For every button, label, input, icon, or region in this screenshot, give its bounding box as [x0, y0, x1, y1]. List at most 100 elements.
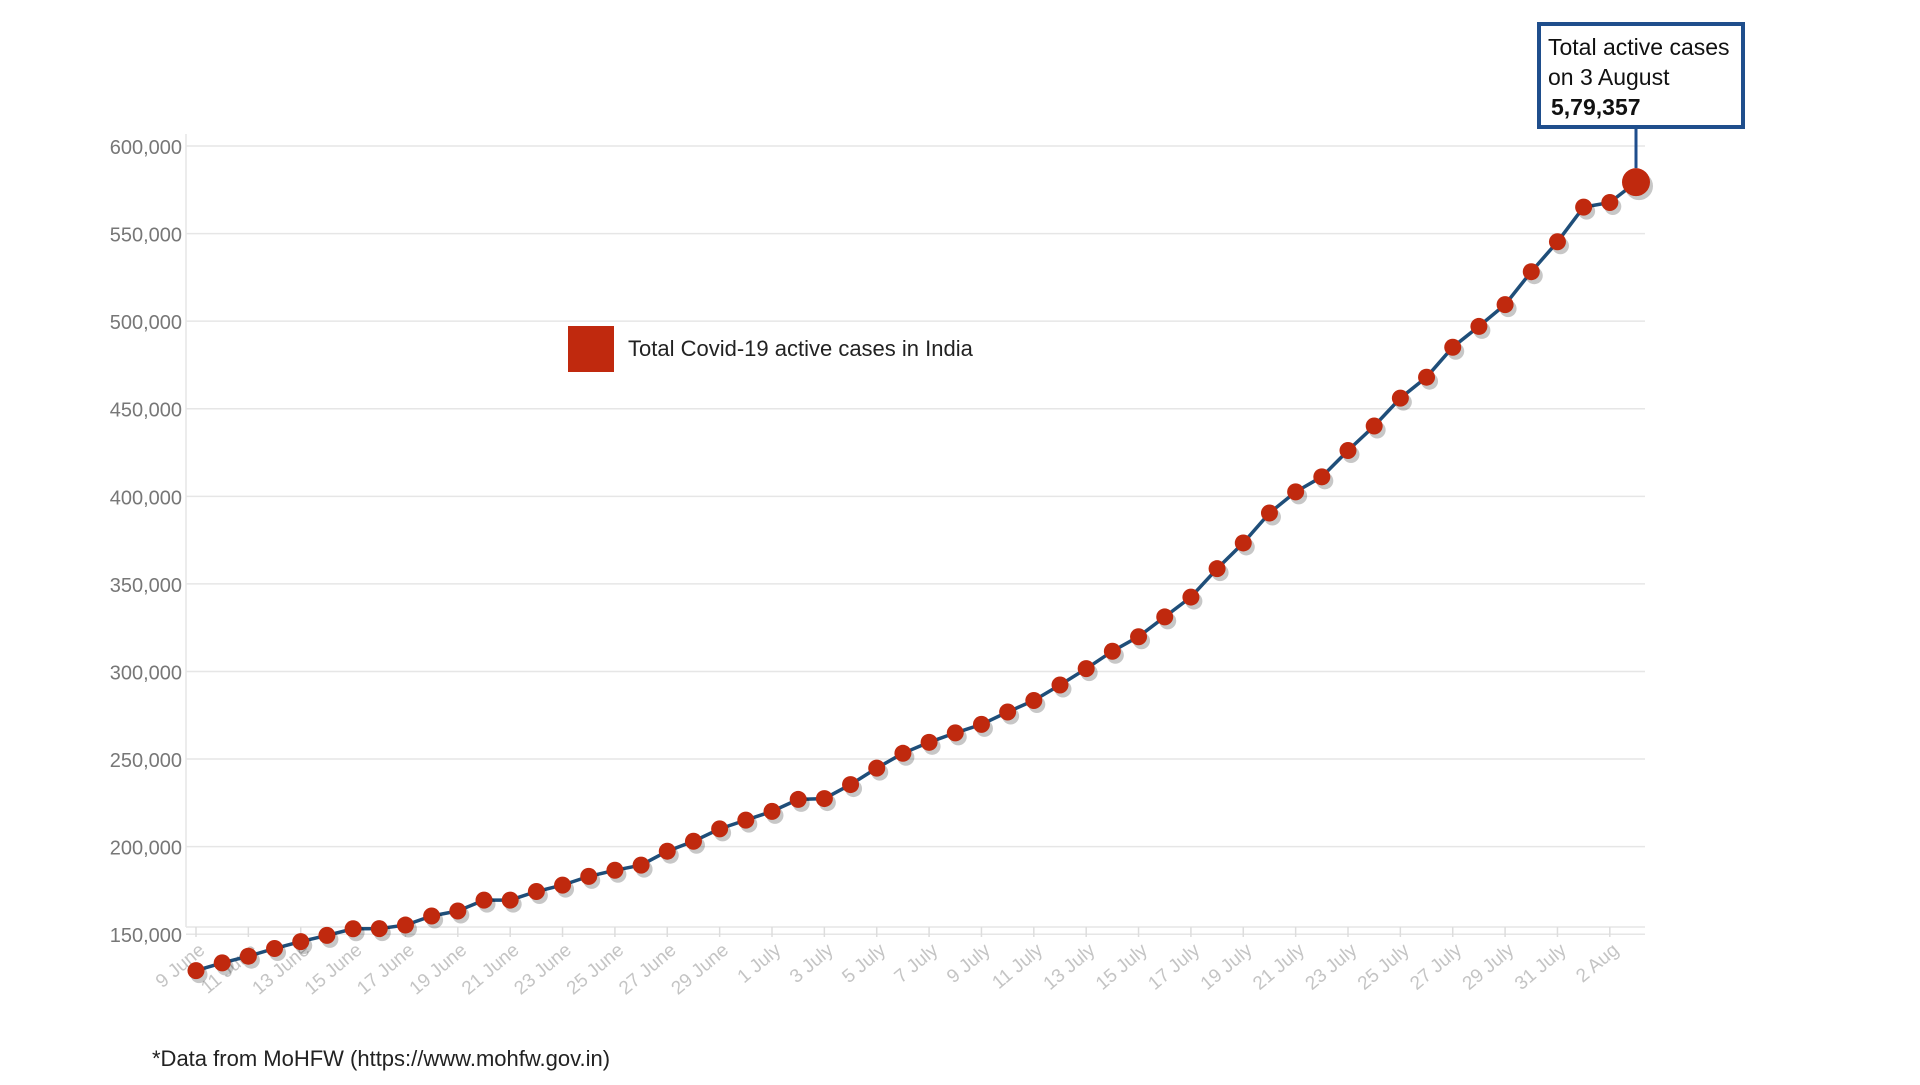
data-point — [1025, 692, 1043, 710]
data-point — [815, 790, 833, 808]
data-point — [1548, 233, 1566, 251]
data-point — [475, 891, 493, 909]
x-tick-label: 1 July — [734, 939, 786, 987]
x-tick-label: 31 July — [1511, 939, 1571, 994]
data-point — [894, 744, 912, 762]
x-tick-label: 29 June — [668, 940, 733, 1000]
legend-swatch — [568, 326, 614, 372]
data-point — [1313, 468, 1331, 486]
legend-label: Total Covid-19 active cases in India — [628, 336, 974, 361]
callout-line-1: Total active cases — [1548, 34, 1730, 60]
data-point — [318, 926, 336, 944]
source-note: *Data from MoHFW (https://www.mohfw.gov.… — [152, 1046, 611, 1071]
x-tick-label: 23 July — [1302, 939, 1362, 994]
y-tick-label: 600,000 — [110, 137, 182, 159]
y-tick-label: 400,000 — [110, 487, 182, 509]
x-tick-label: 27 June — [615, 940, 680, 1000]
x-tick-label: 13 July — [1040, 939, 1100, 994]
x-tick-label: 2 Aug — [1572, 940, 1623, 987]
y-tick-label: 150,000 — [110, 925, 182, 947]
highlighted-data-point — [1622, 168, 1650, 197]
data-point — [423, 907, 441, 925]
data-point — [606, 861, 624, 879]
series-points — [187, 168, 1653, 984]
data-point — [658, 842, 676, 860]
data-point — [1575, 198, 1593, 216]
x-tick-label: 11 July — [988, 939, 1047, 993]
data-point — [370, 920, 388, 938]
data-point — [1601, 194, 1619, 212]
data-point — [1470, 317, 1488, 335]
data-point — [763, 802, 781, 820]
data-point — [632, 856, 650, 874]
x-tick-label: 15 July — [1092, 939, 1152, 994]
data-point — [920, 733, 938, 751]
x-tick-label: 17 July — [1145, 939, 1205, 994]
x-tick-label: 21 June — [458, 940, 523, 1000]
x-tick-label: 9 July — [943, 939, 995, 987]
data-point — [1130, 628, 1148, 646]
y-tick-label: 500,000 — [110, 312, 182, 334]
y-tick-label: 250,000 — [110, 750, 182, 772]
data-point — [396, 916, 414, 934]
data-point — [868, 759, 886, 777]
callout-box: Total active cases on 3 August 5,79,357 — [1537, 22, 1745, 129]
data-point — [1182, 588, 1200, 606]
data-point — [999, 703, 1017, 721]
data-point — [449, 902, 467, 920]
x-tick-label: 19 July — [1197, 939, 1257, 994]
data-point — [239, 947, 257, 965]
x-tick-label: 19 June — [406, 940, 471, 1000]
x-tick-label: 5 July — [838, 939, 890, 987]
series-line-layer — [195, 180, 1638, 973]
x-tick-label: 21 July — [1249, 939, 1309, 994]
data-point — [527, 882, 545, 900]
data-point — [1365, 417, 1383, 435]
data-point — [187, 962, 205, 980]
data-point — [737, 811, 755, 829]
data-point — [292, 933, 310, 951]
data-point — [266, 939, 284, 957]
data-point — [1418, 368, 1436, 386]
data-point — [344, 920, 362, 938]
series-line — [195, 180, 1638, 973]
y-tick-label: 450,000 — [110, 400, 182, 422]
data-point — [789, 790, 807, 808]
data-point — [1496, 296, 1514, 314]
x-tick-label: 27 July — [1406, 939, 1466, 994]
x-tick-label: 29 July — [1459, 939, 1519, 994]
y-tick-label: 200,000 — [110, 838, 182, 860]
x-tick-label: 25 June — [563, 940, 628, 1000]
data-point — [580, 867, 598, 885]
data-point — [1208, 560, 1226, 578]
x-tick-label: 23 June — [510, 940, 575, 1000]
data-point — [501, 891, 519, 909]
data-point — [1077, 660, 1095, 678]
data-point — [1051, 676, 1069, 694]
x-tick-label: 25 July — [1354, 939, 1414, 994]
x-tick-label: 3 July — [786, 939, 838, 987]
data-point — [711, 820, 729, 838]
y-tick-label: 300,000 — [110, 662, 182, 684]
gridlines — [186, 145, 1645, 935]
data-point — [946, 724, 964, 742]
data-point — [1103, 642, 1121, 660]
y-tick-label: 550,000 — [110, 225, 182, 247]
callout-value: 5,79,357 — [1551, 94, 1641, 120]
y-tick-label: 350,000 — [110, 575, 182, 597]
data-point — [842, 776, 860, 794]
data-point — [1260, 504, 1278, 522]
data-point — [1234, 534, 1252, 552]
data-point — [1522, 263, 1540, 281]
data-point — [554, 876, 572, 894]
data-point — [1339, 441, 1357, 459]
data-point — [1444, 338, 1462, 356]
callout-line-2: on 3 August — [1548, 64, 1670, 90]
data-point — [972, 715, 990, 733]
data-point — [213, 954, 231, 972]
data-point — [1287, 483, 1305, 501]
y-axis-tick-labels: 150,000 200,000 250,000 300,000 350,000 400,0… — [110, 137, 182, 947]
